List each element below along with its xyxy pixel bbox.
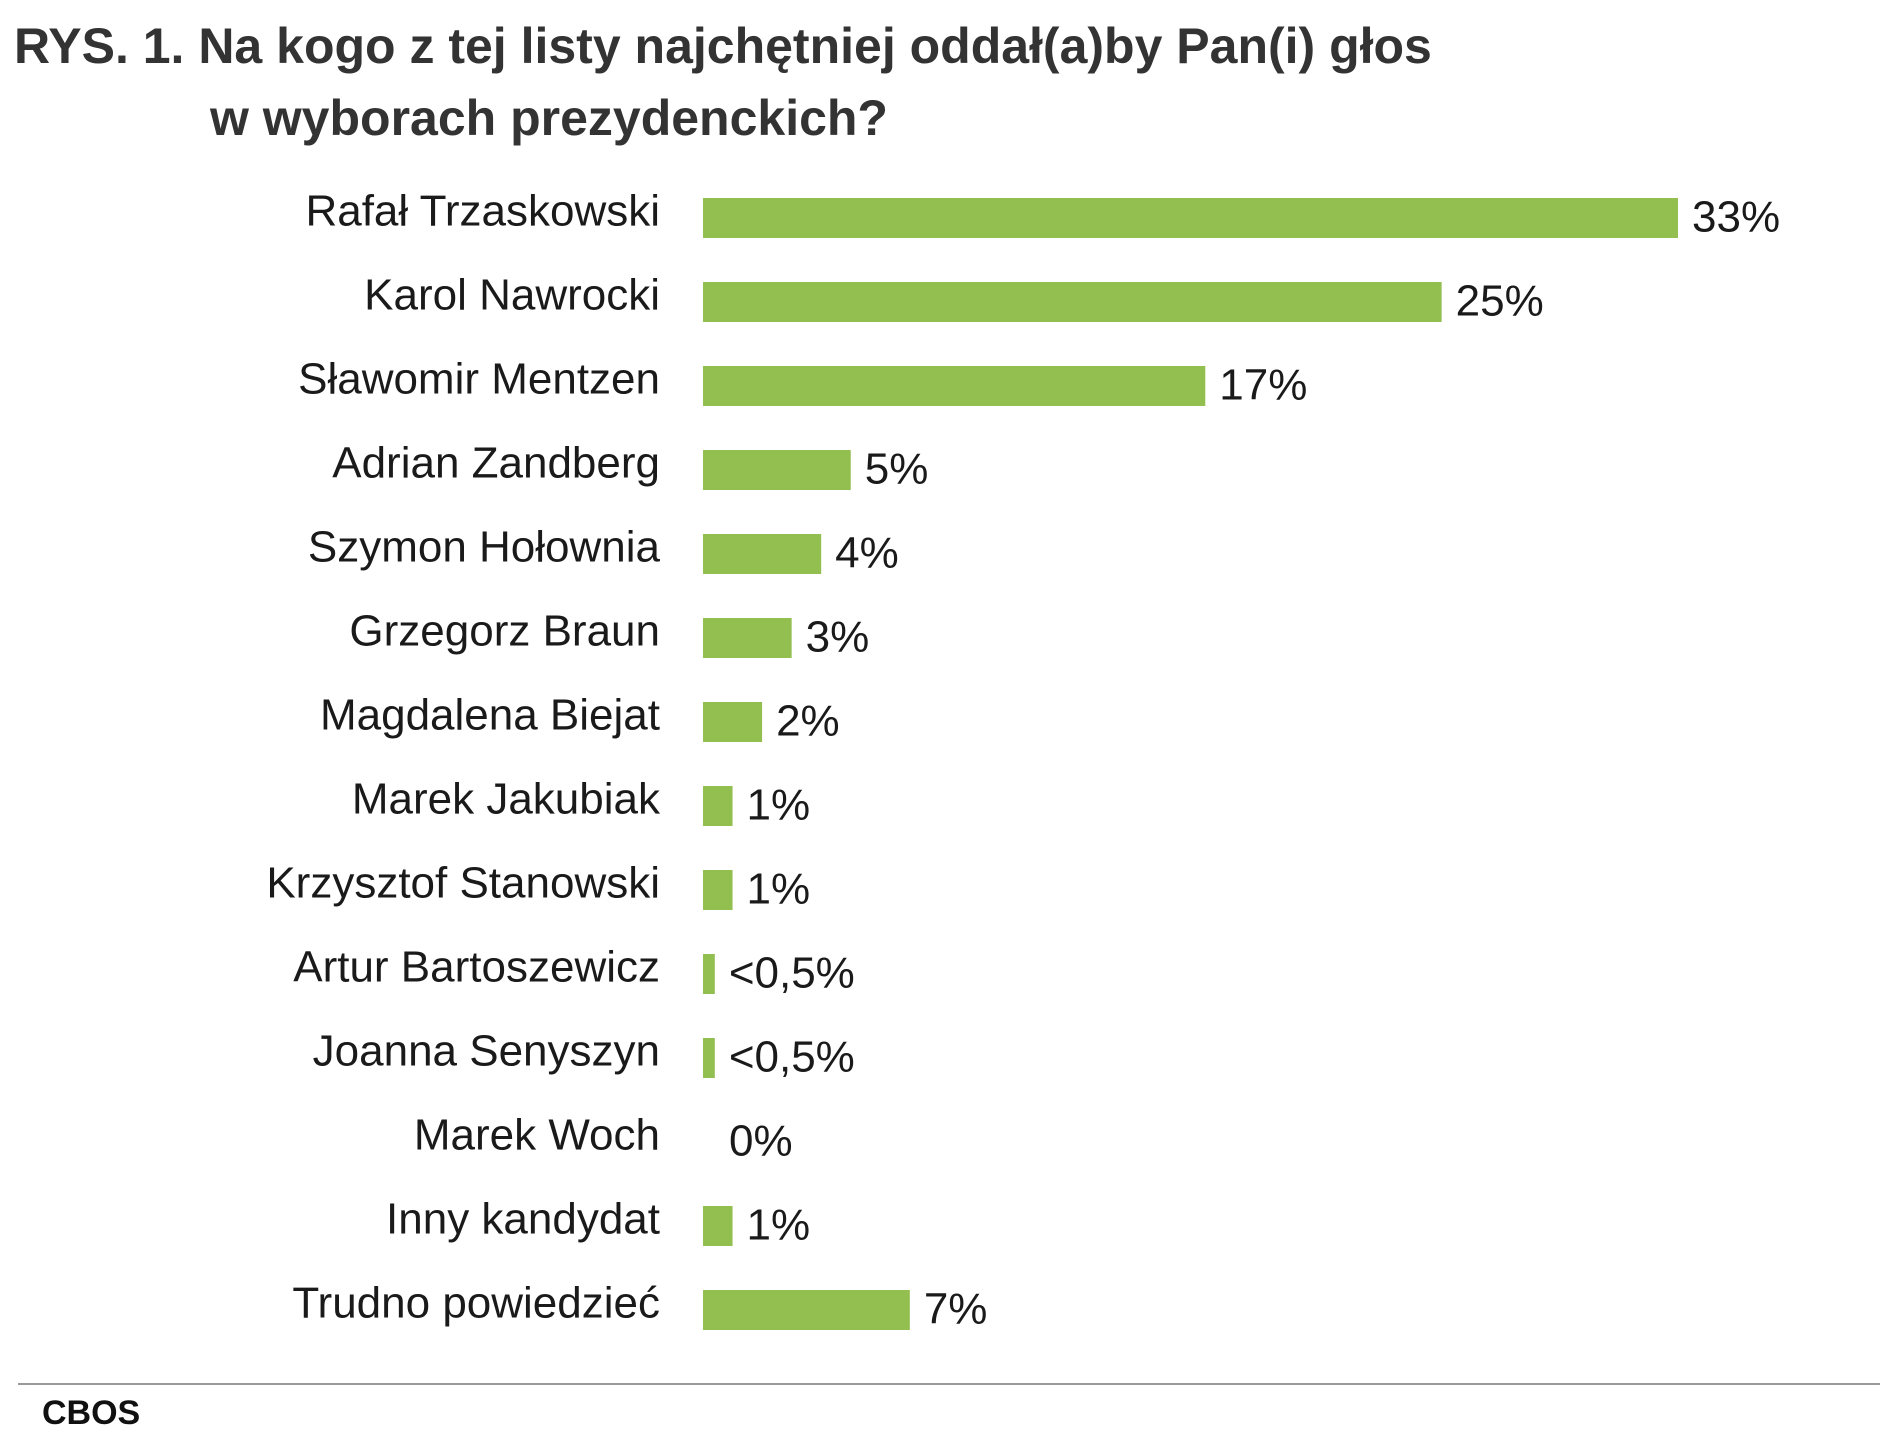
bar xyxy=(703,198,1678,238)
category-label: Artur Bartoszewicz xyxy=(293,943,660,992)
chart-title: RYS. 1. Na kogo z tej listy najchętniej … xyxy=(14,10,1432,154)
bar xyxy=(703,954,715,994)
value-label: 1% xyxy=(747,781,811,830)
value-label: 7% xyxy=(924,1285,988,1334)
bar xyxy=(703,534,822,574)
bar xyxy=(703,870,733,910)
bar xyxy=(703,366,1206,406)
bar xyxy=(703,786,733,826)
category-label: Inny kandydat xyxy=(386,1195,660,1244)
chart-title-line-2: w wyborach prezydenckich? xyxy=(210,90,888,146)
value-label: 4% xyxy=(835,529,899,578)
category-label: Grzegorz Braun xyxy=(349,607,660,656)
category-label: Sławomir Mentzen xyxy=(298,355,660,404)
category-label: Joanna Senyszyn xyxy=(313,1027,660,1076)
category-label: Rafał Trzaskowski xyxy=(305,187,660,236)
value-label: <0,5% xyxy=(729,1033,855,1082)
value-label: 17% xyxy=(1219,361,1307,410)
chart-title-line-1: RYS. 1. Na kogo z tej listy najchętniej … xyxy=(14,18,1432,74)
footer-divider xyxy=(18,1383,1880,1385)
category-label: Adrian Zandberg xyxy=(332,439,660,488)
category-label: Krzysztof Stanowski xyxy=(266,859,660,908)
category-label: Szymon Hołownia xyxy=(308,523,661,572)
category-label: Trudno powiedzieć xyxy=(292,1279,660,1328)
value-label: 33% xyxy=(1692,193,1780,242)
value-label: <0,5% xyxy=(729,949,855,998)
value-label: 3% xyxy=(806,613,870,662)
value-label: 1% xyxy=(747,865,811,914)
category-label: Marek Jakubiak xyxy=(352,775,661,824)
category-label: Karol Nawrocki xyxy=(364,271,660,320)
value-label: 1% xyxy=(747,1201,811,1250)
value-label: 2% xyxy=(776,697,840,746)
bar xyxy=(703,618,792,658)
bar xyxy=(703,282,1442,322)
value-label: 25% xyxy=(1456,277,1544,326)
bar-chart: Rafał Trzaskowski 33% Karol Nawrocki 25% Sła… xyxy=(266,187,1780,1334)
category-label: Marek Woch xyxy=(414,1111,660,1160)
bar xyxy=(703,450,851,490)
bar xyxy=(703,702,763,742)
source-label: CBOS xyxy=(42,1394,141,1432)
category-label: Magdalena Biejat xyxy=(320,691,660,740)
bar xyxy=(703,1038,715,1078)
value-label: 0% xyxy=(729,1117,793,1166)
bar xyxy=(703,1290,910,1330)
value-label: 5% xyxy=(865,445,929,494)
bar xyxy=(703,1206,733,1246)
